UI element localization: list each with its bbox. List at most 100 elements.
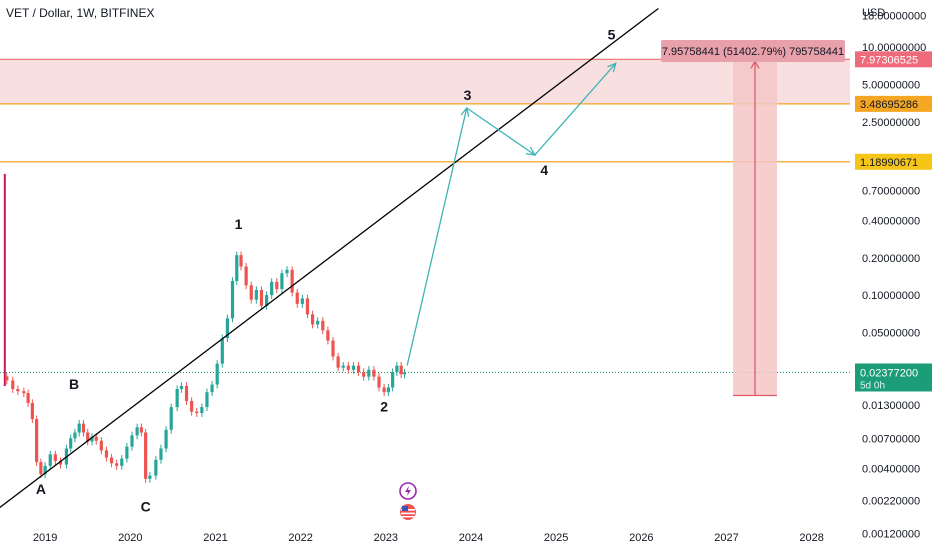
candle (386, 383, 390, 397)
current-price-text: 0.02377200 (860, 367, 918, 379)
price-tag-resistance[interactable]: 7.97306525 (855, 51, 932, 68)
measure-label: 7.95758441 (51402.79%) 795758441 (662, 46, 844, 58)
y-tick-label: 0.70000000 (862, 185, 920, 197)
candle (235, 251, 239, 285)
candle-body (39, 462, 43, 475)
candle (5, 372, 9, 385)
candle (321, 317, 325, 335)
us-flag-icon[interactable] (400, 504, 416, 520)
measure-label-bg (661, 40, 845, 62)
candle-body (35, 419, 39, 463)
candle (356, 361, 361, 376)
candle (341, 361, 345, 372)
candle-body (391, 371, 395, 388)
candle (30, 399, 34, 424)
candle (244, 262, 248, 290)
candle (148, 472, 152, 483)
candle (115, 459, 119, 470)
candle-body (53, 454, 57, 461)
candle (215, 360, 219, 389)
candle-body (382, 387, 386, 393)
candle (305, 294, 310, 319)
candle-body (377, 376, 381, 388)
candle (264, 291, 269, 310)
candle (144, 428, 148, 483)
candle-body (300, 298, 304, 304)
candle (254, 286, 258, 304)
candle-body (184, 385, 189, 402)
candle (230, 277, 235, 323)
candle (285, 266, 289, 278)
candle-body (230, 281, 235, 319)
candle-body (331, 340, 335, 357)
price-tag-level-2[interactable]: 3.48695286 (855, 95, 932, 112)
x-tick-label: 2028 (799, 532, 823, 544)
wave-label: 4 (540, 162, 548, 178)
price-tag-level-2-text: 3.48695286 (860, 99, 918, 111)
candle (184, 382, 189, 405)
candle-body (254, 289, 258, 300)
candle-body (326, 330, 330, 341)
price-tag-resistance-bg (855, 51, 932, 68)
candle (81, 419, 86, 437)
candle (179, 382, 184, 393)
candle-body (109, 457, 114, 464)
candle-body (179, 385, 184, 389)
candle-body (290, 269, 294, 293)
y-tick-label: 0.00400000 (862, 463, 920, 475)
y-tick-label: 10.00000000 (862, 42, 926, 54)
candle-body (16, 388, 20, 392)
projection-segment (466, 107, 536, 156)
candle-body (5, 376, 9, 381)
candle-body (220, 338, 224, 364)
x-tick-label: 2021 (203, 532, 227, 544)
candle (362, 368, 366, 381)
x-tick-label: 2025 (544, 532, 568, 544)
candle (109, 453, 114, 468)
candle (210, 380, 214, 397)
price-tag-level-3[interactable]: 1.18990671 (855, 153, 932, 170)
candle (77, 419, 81, 437)
y-tick-label: 0.00700000 (862, 433, 920, 445)
candle-body (210, 384, 214, 393)
candle-body (94, 436, 98, 441)
candle (53, 450, 57, 465)
candle (372, 366, 376, 381)
x-tick-label: 2024 (459, 532, 483, 544)
price-tag-level-2-bg (855, 95, 932, 112)
trendline[interactable] (0, 7, 659, 509)
candle-body (280, 273, 284, 290)
candle (99, 437, 103, 455)
candle-body (362, 371, 366, 377)
candle (73, 428, 77, 443)
x-tick-label: 2027 (714, 532, 738, 544)
candle-body (285, 269, 289, 274)
candle (377, 373, 381, 392)
y-axis-unit-label: USD (862, 7, 885, 19)
candle-body (275, 281, 279, 290)
candle (135, 423, 139, 440)
price-tag-level-3-text: 1.18990671 (860, 157, 918, 169)
candle (90, 433, 94, 446)
y-tick-label: 18.00000000 (862, 10, 926, 22)
candle (351, 361, 356, 374)
candle (346, 361, 350, 374)
candle-body (58, 460, 63, 465)
candle-body (120, 458, 124, 466)
candle-body (22, 391, 26, 394)
y-tick-label: 0.10000000 (862, 290, 920, 302)
candle-body (73, 432, 77, 439)
candle-body (367, 369, 371, 377)
candle-body (356, 365, 361, 372)
candle-body (215, 363, 219, 385)
lightning-icon[interactable] (399, 482, 417, 500)
candle (402, 368, 407, 379)
candle-body (11, 380, 15, 389)
candle-body (239, 255, 243, 267)
candle (399, 361, 403, 379)
candle-body (159, 448, 163, 460)
candle-body (104, 450, 109, 458)
